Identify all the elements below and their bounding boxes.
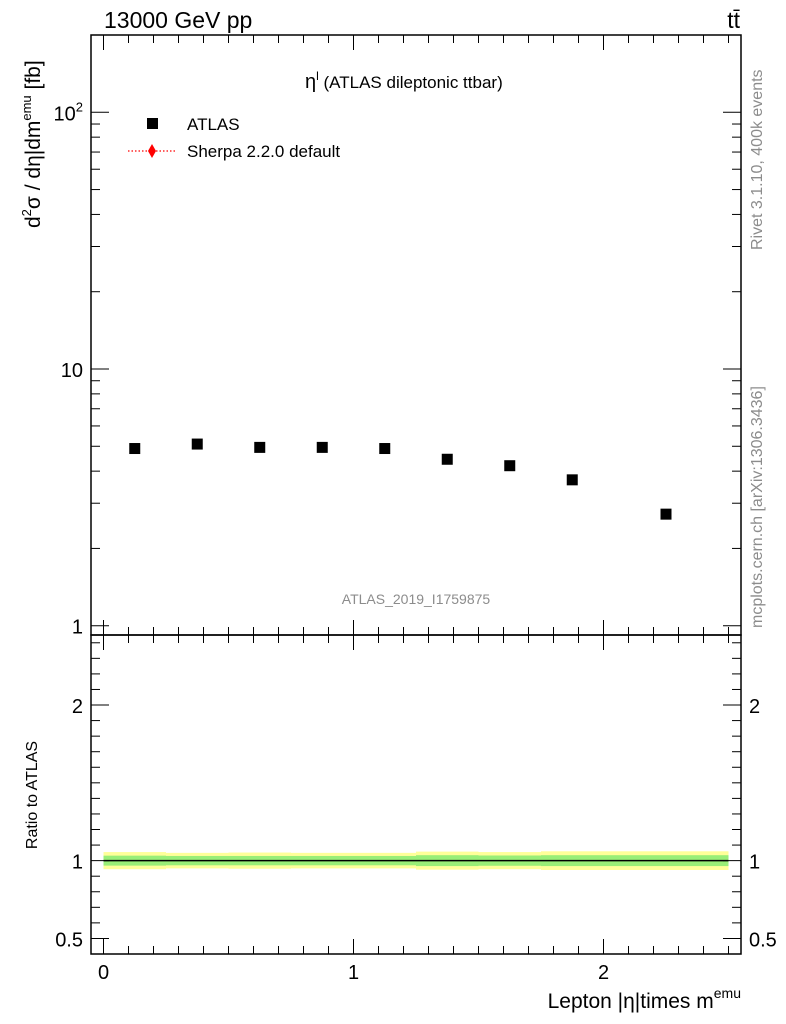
- ratio-y-tick-label-right: 1: [749, 852, 760, 874]
- atlas-data-point: [129, 443, 141, 455]
- ratio-y-tick-label-right: 2: [749, 696, 760, 718]
- main-y-tick-label: 10: [61, 360, 83, 382]
- ratio-y-tick-label-left: 2: [72, 696, 83, 718]
- ratio-panel-frame: [90, 634, 742, 955]
- ratio-x-tick-label: 1: [348, 962, 359, 984]
- atlas-data-point: [504, 460, 516, 472]
- atlas-data-point: [566, 474, 578, 486]
- analysis-watermark: ATLAS_2019_I1759875: [342, 591, 491, 607]
- ratio-y-tick-label-left: 1: [72, 852, 83, 874]
- main-y-tick-label: 102: [54, 99, 83, 125]
- header-process-label: tt̄: [727, 7, 740, 33]
- main-y-axis-label: d2σ / dη|dmemu [fb]: [19, 60, 45, 228]
- legend-sherpa-label: Sherpa 2.2.0 default: [187, 142, 340, 161]
- rivet-label: Rivet 3.1.10, 400k events: [749, 69, 766, 250]
- ratio-x-tick-label: 0: [98, 962, 109, 984]
- main-y-tick-labels: 1 10 102: [54, 99, 83, 638]
- atlas-data-point: [441, 453, 453, 465]
- ratio-y-tick-label-right: 0.5: [749, 929, 777, 951]
- ratio-y-tick-label-left: 0.5: [55, 929, 83, 951]
- legend-atlas-marker: [147, 118, 158, 129]
- main-panel: 1 10 102 ηl (ATLAS dileptonic ttbar) ATLAS…: [19, 34, 742, 639]
- mcplots-label: mcplots.cern.ch [arXiv:1306.3436]: [749, 386, 766, 628]
- atlas-data-point: [660, 508, 672, 520]
- ratio-y-tick-labels: 0.5 0.5 1 1 2 2: [55, 696, 777, 951]
- ratio-y-axis-label: Ratio to ATLAS: [24, 741, 41, 849]
- x-axis-label: Lepton |η|times memu: [548, 985, 741, 1013]
- legend-atlas-label: ATLAS: [187, 115, 240, 134]
- ratio-x-tick-label: 2: [598, 962, 609, 984]
- ratio-panel: 0.5 0.5 1 1 2 2 0 1 2 Ratio to ATLAS Lepton |η|…: [24, 634, 777, 1013]
- legend-sherpa-marker: [148, 144, 156, 158]
- main-panel-title: ηl (ATLAS dileptonic ttbar): [305, 69, 503, 93]
- legend: ATLAS Sherpa 2.2.0 default: [128, 115, 340, 161]
- atlas-data-point: [316, 441, 328, 453]
- atlas-data-point: [191, 438, 203, 450]
- main-y-tick-label: 1: [72, 617, 83, 639]
- ratio-axis-ticks: [91, 635, 741, 955]
- atlas-data-points: [129, 438, 672, 520]
- header-energy-label: 13000 GeV pp: [104, 7, 252, 33]
- atlas-data-point: [254, 441, 266, 453]
- atlas-data-point: [379, 443, 391, 455]
- ratio-x-tick-labels: 0 1 2: [98, 962, 609, 984]
